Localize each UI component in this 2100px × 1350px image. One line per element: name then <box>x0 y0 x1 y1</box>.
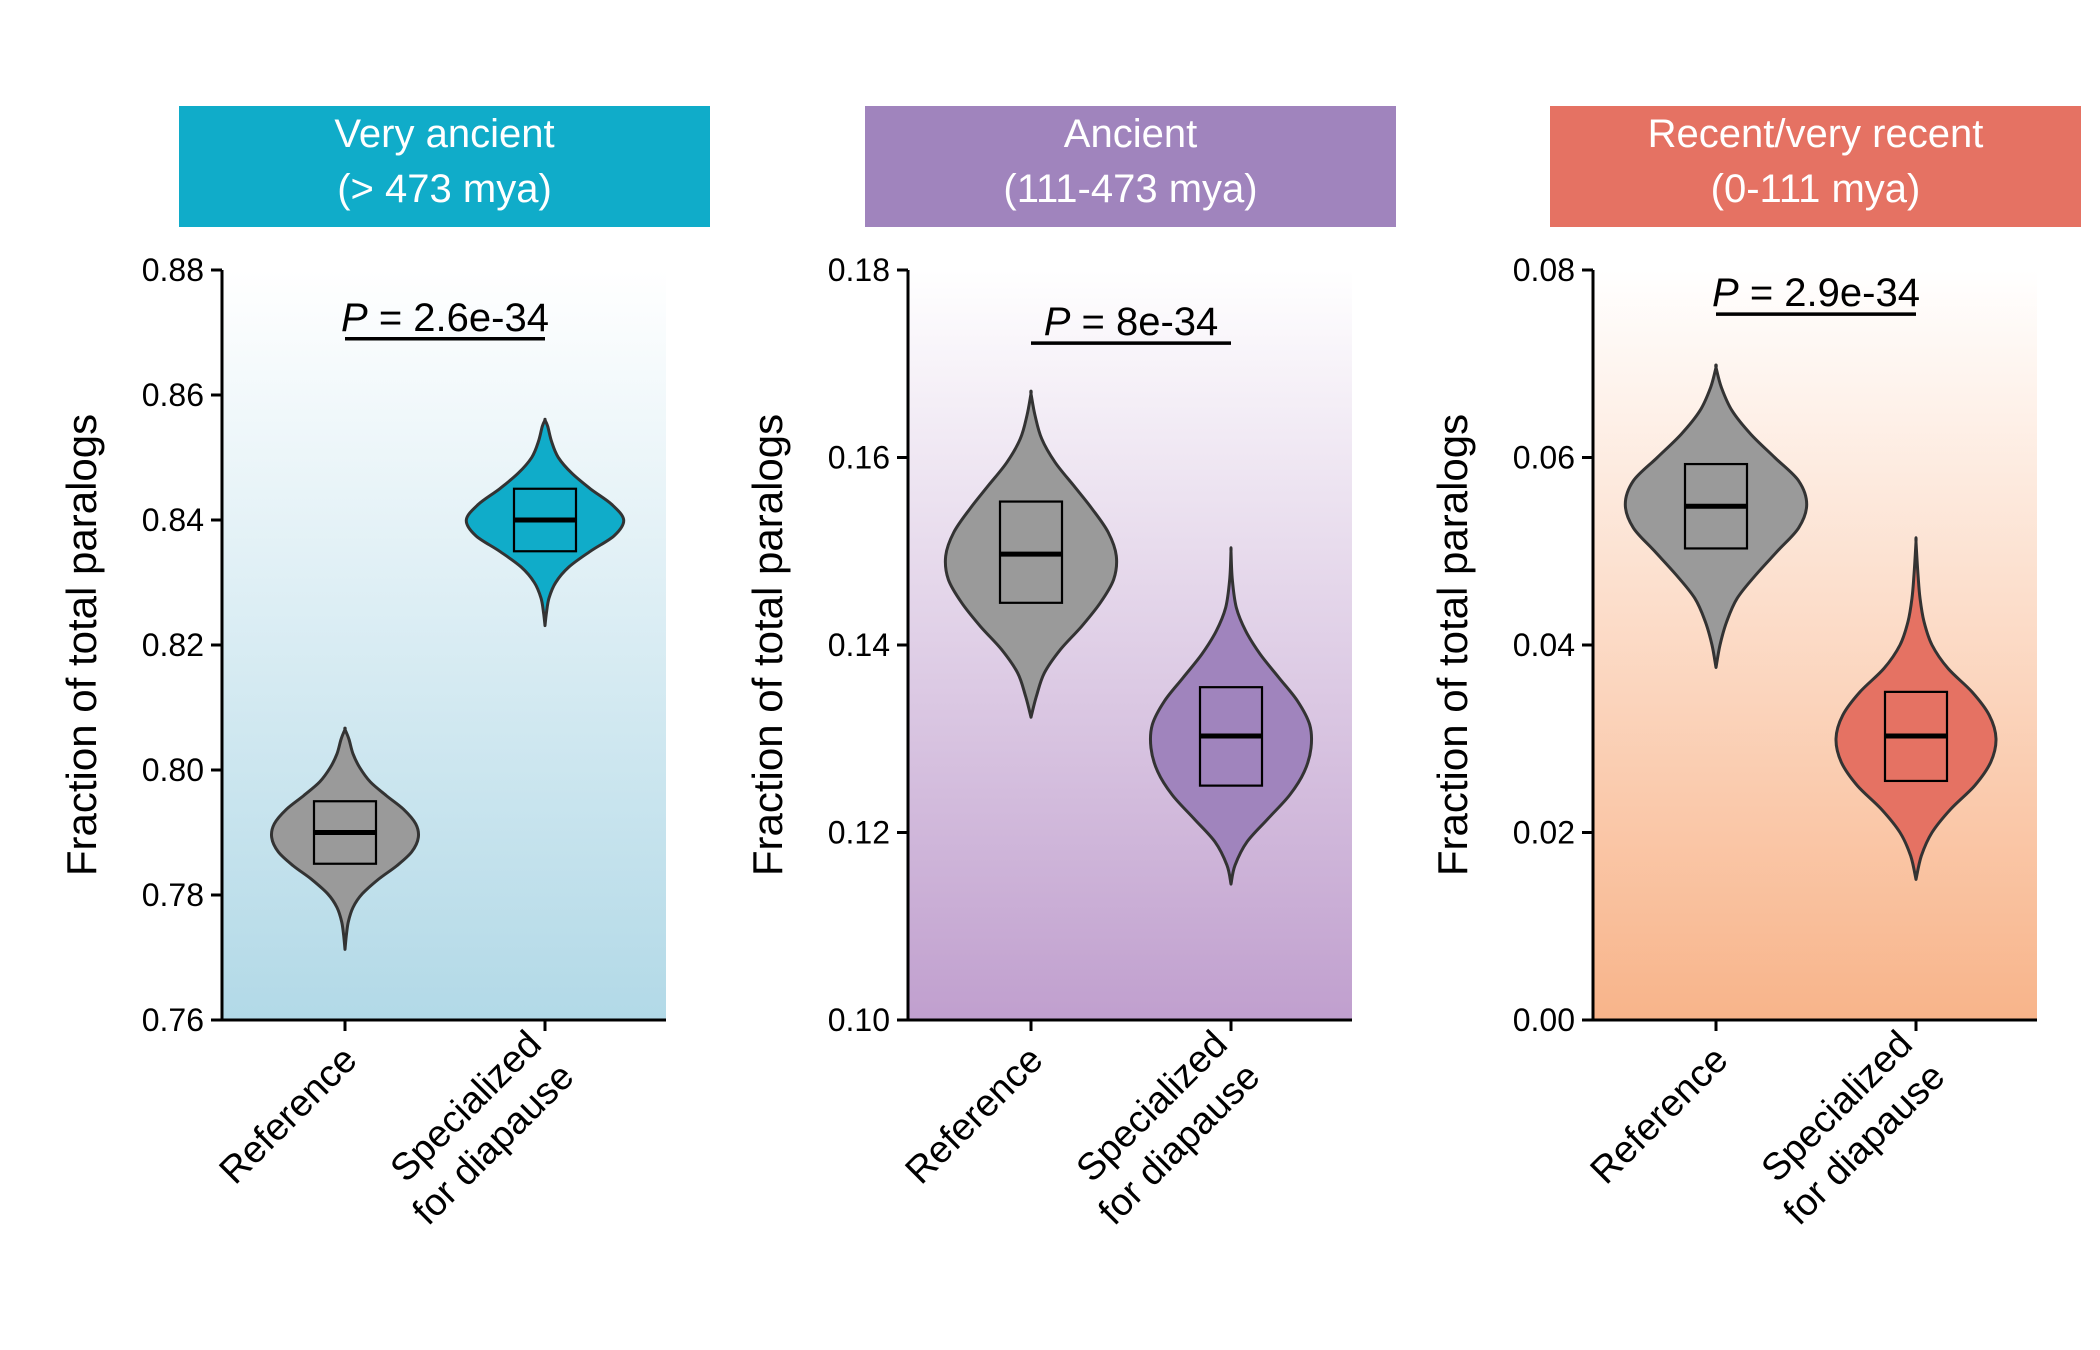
x-tick-label-line: Reference <box>1583 1039 1737 1193</box>
y-tick-label: 0.06 <box>1513 440 1575 476</box>
p-value: = 2.9e-34 <box>1739 271 1920 315</box>
x-tick-label: Reference <box>1583 1039 1737 1193</box>
y-tick-label: 0.86 <box>142 377 204 413</box>
plot-background <box>222 270 666 1020</box>
panels-group: Very ancient (> 473 mya) Fraction of total… <box>58 106 2081 1233</box>
y-tick-label: 0.16 <box>828 440 890 476</box>
p-symbol: P <box>1712 271 1739 315</box>
p-value-label: P = 2.6e-34 <box>341 296 549 340</box>
panel-subtitle: (0-111 mya) <box>1711 167 1921 211</box>
y-tick-label: 0.84 <box>142 502 204 538</box>
y-tick-label: 0.00 <box>1513 1002 1575 1038</box>
title-banner <box>865 106 1396 227</box>
title-banner <box>179 106 710 227</box>
p-symbol: P <box>341 296 368 340</box>
x-tick-label-line: Reference <box>212 1039 366 1193</box>
p-value: = 8e-34 <box>1070 300 1218 344</box>
panel-title: Recent/very recent <box>1648 112 1984 156</box>
panel-1: Very ancient (> 473 mya) Fraction of total… <box>58 106 710 1233</box>
y-axis-label: Fraction of total paralogs <box>1429 414 1476 876</box>
y-axis-label: Fraction of total paralogs <box>58 414 105 876</box>
y-tick-label: 0.78 <box>142 877 204 913</box>
panel-3: Recent/very recent (0-111 mya) Fraction of… <box>1429 106 2081 1233</box>
panel-subtitle: (> 473 mya) <box>337 167 552 211</box>
y-tick-label: 0.82 <box>142 627 204 663</box>
p-symbol: P <box>1044 300 1071 344</box>
y-tick-label: 0.88 <box>142 252 204 288</box>
panel-title: Ancient <box>1064 112 1197 156</box>
x-tick-label: Reference <box>212 1039 366 1193</box>
y-tick-label: 0.12 <box>828 815 890 851</box>
x-tick-label: Specializedfor diapause <box>372 1023 582 1233</box>
y-tick-label: 0.04 <box>1513 627 1575 663</box>
plot-background <box>908 270 1352 1020</box>
p-value-label: P = 8e-34 <box>1044 300 1219 344</box>
panel-title: Very ancient <box>334 112 554 156</box>
x-tick-label: Specializedfor diapause <box>1058 1023 1268 1233</box>
x-tick-label-line: Reference <box>898 1039 1052 1193</box>
p-value: = 2.6e-34 <box>368 296 549 340</box>
y-axis-label: Fraction of total paralogs <box>744 414 791 876</box>
title-banner <box>1550 106 2081 227</box>
y-tick-label: 0.08 <box>1513 252 1575 288</box>
plot-background <box>1593 270 2037 1020</box>
x-tick-label: Specializedfor diapause <box>1743 1023 1953 1233</box>
y-tick-label: 0.02 <box>1513 815 1575 851</box>
y-tick-label: 0.18 <box>828 252 890 288</box>
y-tick-label: 0.80 <box>142 752 204 788</box>
p-value-label: P = 2.9e-34 <box>1712 271 1920 315</box>
x-tick-label: Reference <box>898 1039 1052 1193</box>
y-tick-label: 0.10 <box>828 1002 890 1038</box>
y-tick-label: 0.14 <box>828 627 890 663</box>
panel-subtitle: (111-473 mya) <box>1003 167 1257 211</box>
y-tick-label: 0.76 <box>142 1002 204 1038</box>
panel-2: Ancient (111-473 mya) Fraction of total pa… <box>744 106 1396 1233</box>
